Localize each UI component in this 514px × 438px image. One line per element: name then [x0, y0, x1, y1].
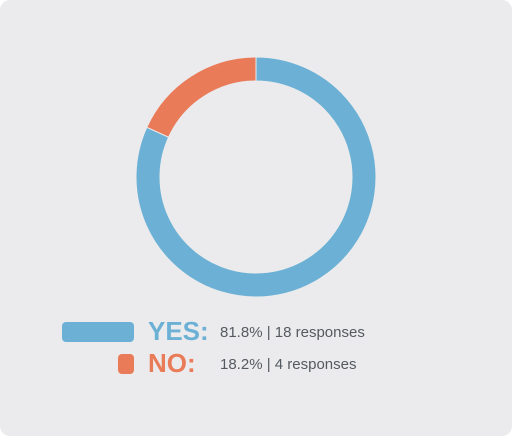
donut-slice: [146, 56, 257, 138]
legend-label: YES:: [148, 316, 209, 346]
legend-swatch: [117, 354, 134, 374]
donut-slice: [135, 56, 377, 298]
value-label: 81.8% | 18 responses: [220, 324, 365, 341]
value-label: 18.2% | 4 responses: [220, 356, 356, 373]
legend-swatch: [62, 322, 134, 342]
legend-label: NO:: [148, 348, 196, 378]
